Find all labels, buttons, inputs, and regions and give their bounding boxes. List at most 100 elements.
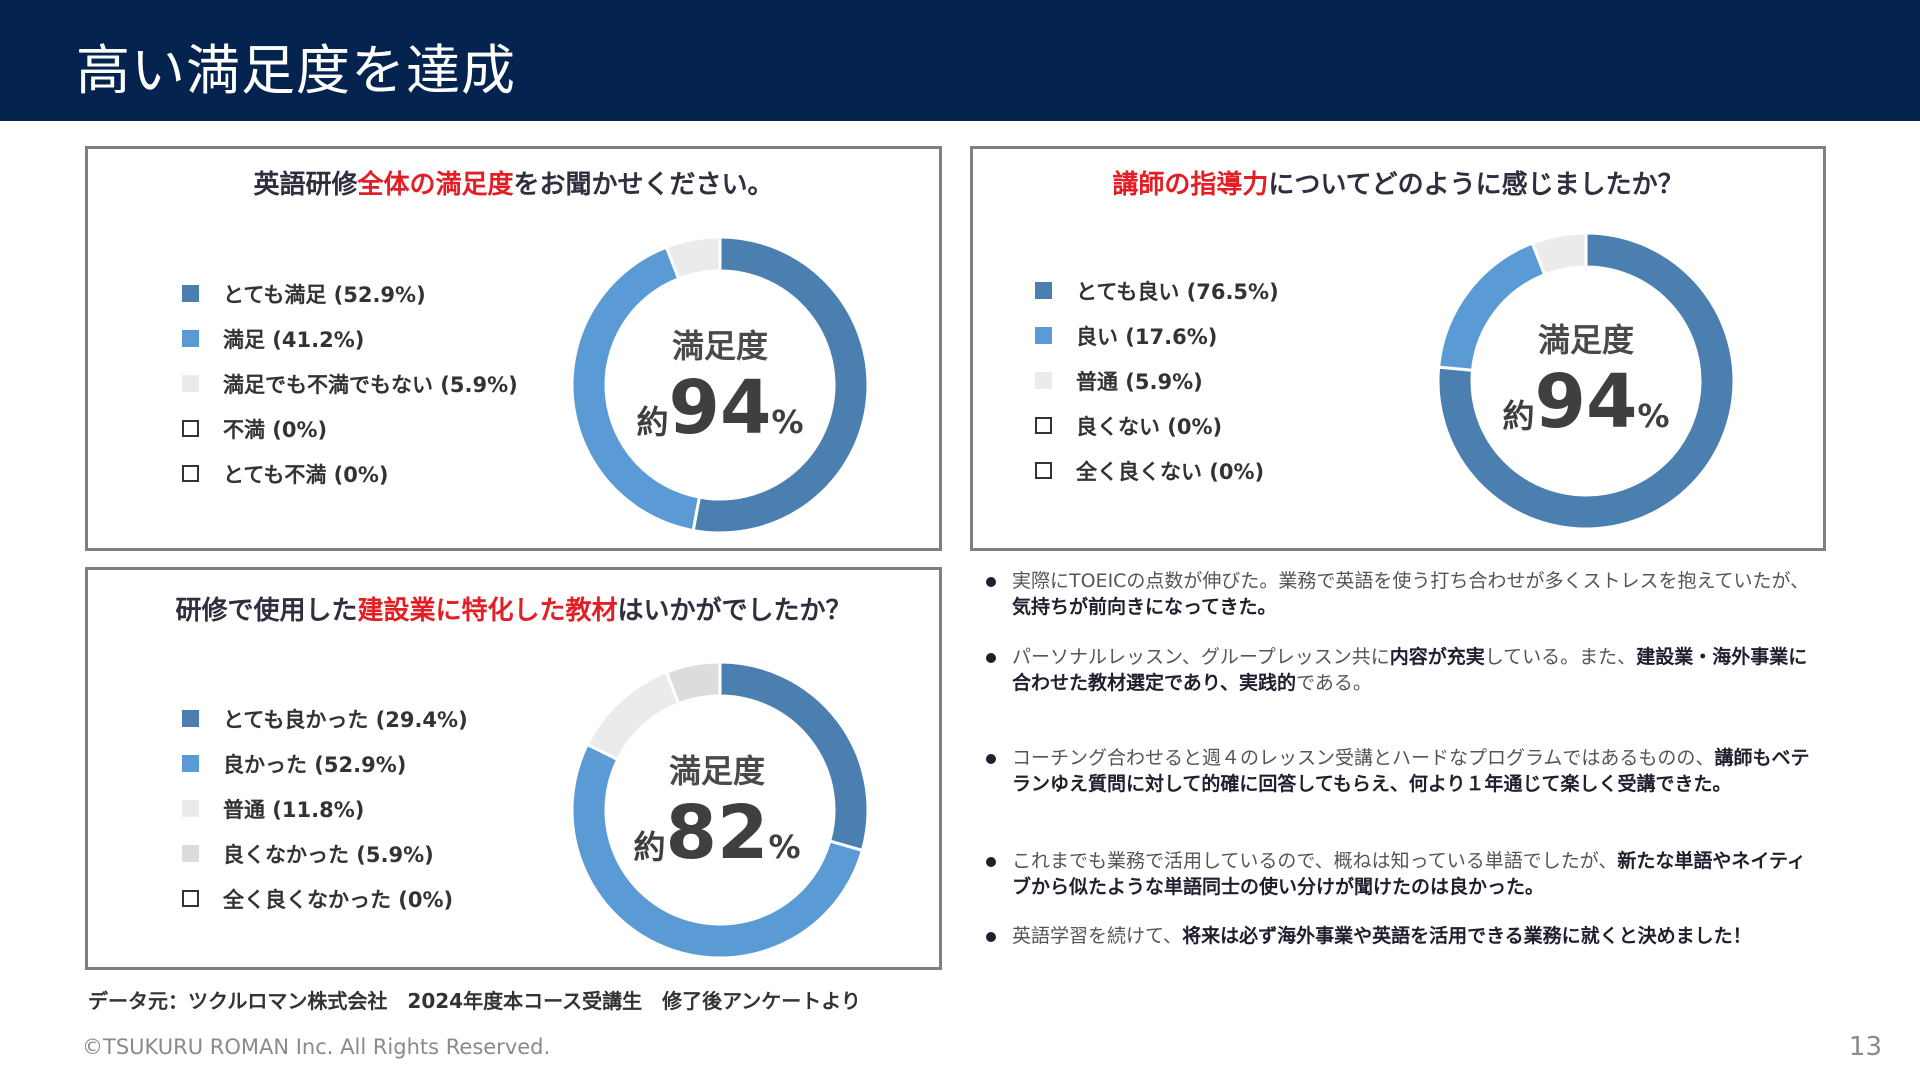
legend-item: 全く良くない (0%) [1035, 448, 1279, 493]
page-number: 13 [1848, 1032, 1882, 1062]
data-source-note: データ元：ツクルロマン株式会社 2024年度本コース受講生 修了後アンケートより [88, 989, 861, 1013]
comment-text: 英語学習を続けて、 [1012, 925, 1183, 947]
donut-slice [664, 235, 722, 281]
legend-item: 全く良くなかった (0%) [182, 876, 468, 921]
donut-chart [570, 235, 870, 535]
chart-legend: とても良かった (29.4%) 良かった (52.9%) 普通 (11.8%) 良くな… [182, 696, 468, 921]
center-title: 満足度 [1537, 321, 1634, 359]
chart-question: 研修で使用した建設業に特化した教材はいかがでしたか？ [88, 590, 939, 627]
center-value: 約82% [633, 790, 801, 876]
legend-swatch [182, 465, 199, 482]
donut-slice [691, 235, 870, 535]
legend-label: とても不満 (0%) [223, 462, 389, 487]
legend-swatch [1035, 372, 1052, 389]
comment-text: パーソナルレッスン、グループレッスン共に [1012, 646, 1390, 668]
chart-question: 英語研修全体の満足度をお聞かせください。 [88, 164, 939, 201]
donut-center-label: 満足度 約94% [1436, 315, 1736, 439]
legend-item: 良かった (52.9%) [182, 741, 468, 786]
title-bar: 高い満足度を達成 [0, 0, 1920, 121]
legend-item: とても良い (76.5%) [1035, 268, 1279, 313]
comment-text: している。また、 [1484, 646, 1637, 668]
chart-question: 講師の指導力についてどのように感じましたか？ [973, 164, 1823, 201]
legend-swatch [182, 755, 199, 772]
legend-item: 満足 (41.2%) [182, 316, 518, 361]
legend-label: 良かった (52.9%) [223, 752, 407, 777]
legend-label: とても満足 (52.9%) [223, 282, 426, 307]
question-highlight: 講師の指導力 [1112, 170, 1269, 200]
legend-swatch [182, 845, 199, 862]
legend-label: 満足でも不満でもない (5.9%) [223, 372, 518, 397]
comment-item: パーソナルレッスン、グループレッスン共に内容が充実している。また、建設業・海外事… [984, 644, 1810, 696]
donut-slice [570, 742, 865, 960]
chart-legend: とても良い (76.5%) 良い (17.6%) 普通 (5.9%) 良くない (0%… [1035, 268, 1279, 493]
legend-swatch [1035, 282, 1052, 299]
legend-label: 良くなかった (5.9%) [223, 842, 434, 867]
legend-swatch [182, 710, 199, 727]
legend-item: とても満足 (52.9%) [182, 271, 518, 316]
legend-item: 良くない (0%) [1035, 403, 1279, 448]
legend-item: 満足でも不満でもない (5.9%) [182, 361, 518, 406]
legend-item: とても不満 (0%) [182, 451, 518, 496]
comment-item: 英語学習を続けて、将来は必ず海外事業や英語を活用できる業務に就くと決めました！ [984, 923, 1810, 949]
donut-chart [1436, 231, 1736, 531]
legend-label: 不満 (0%) [223, 417, 328, 442]
donut-slice [1436, 231, 1736, 531]
legend-item: とても良かった (29.4%) [182, 696, 468, 741]
legend-label: 満足 (41.2%) [223, 327, 365, 352]
legend-swatch [1035, 327, 1052, 344]
chart-panel-overall: 英語研修全体の満足度をお聞かせください。 とても満足 (52.9%) 満足 (41… [85, 146, 942, 551]
legend-swatch [182, 890, 199, 907]
legend-item: 良くなかった (5.9%) [182, 831, 468, 876]
legend-swatch [1035, 462, 1052, 479]
comment-emphasis: 将来は必ず海外事業や英語を活用できる業務に就くと決めました！ [1182, 925, 1752, 947]
comment-text: 実際にTOEICの点数が伸びた。業務で英語を使う打ち合わせが多くストレスを抱えて… [1012, 570, 1810, 592]
question-part: 英語研修 [253, 170, 358, 200]
center-title: 満足度 [671, 327, 768, 365]
comment-emphasis: 新たな単語やネイティブから似たような単語同士の使い分けが聞けたのは良かった。 [1012, 850, 1806, 898]
legend-label: とても良かった (29.4%) [223, 707, 468, 732]
chart-panel-materials: 研修で使用した建設業に特化した教材はいかがでしたか？ とても良かった (29.4… [85, 567, 942, 970]
comment-emphasis: 内容が充実 [1389, 646, 1485, 668]
comment-text: コーチング合わせると週４のレッスン受講とハードなプログラムではあるものの、 [1012, 747, 1715, 769]
donut-center-label: 満足度 約82% [567, 746, 867, 870]
legend-swatch [182, 375, 199, 392]
center-value: 約94% [636, 365, 804, 451]
donut-slice [664, 660, 722, 706]
legend-label: 全く良くない (0%) [1076, 459, 1265, 484]
comment-emphasis: 建設業・海外事業に合わせた教材選定であり、実践的 [1012, 646, 1808, 694]
legend-swatch [182, 285, 199, 302]
question-part: はいかがでしたか？ [617, 596, 852, 626]
comment-item: コーチング合わせると週４のレッスン受講とハードなプログラムではあるものの、講師も… [984, 745, 1810, 797]
donut-chart [570, 660, 870, 960]
legend-swatch [182, 330, 199, 347]
legend-item: 普通 (5.9%) [1035, 358, 1279, 403]
legend-item: 良い (17.6%) [1035, 313, 1279, 358]
question-highlight: 全体の満足度 [357, 170, 514, 200]
question-part: をお聞かせください。 [513, 170, 774, 200]
center-value: 約94% [1502, 359, 1670, 445]
comment-emphasis: 講師もベテランゆえ質問に対して的確に回答してもらえ、何より１年通じて楽しく受講で… [1012, 747, 1810, 795]
chart-panel-instructor: 講師の指導力についてどのように感じましたか？ とても良い (76.5%) 良い (… [970, 146, 1826, 551]
question-highlight: 建設業に特化した教材 [357, 596, 618, 626]
legend-label: 全く良くなかった (0%) [223, 887, 454, 912]
page-title: 高い満足度を達成 [76, 39, 516, 102]
donut-center-label: 満足度 約94% [570, 321, 870, 445]
donut-slice [1530, 231, 1588, 277]
legend-label: とても良い (76.5%) [1076, 279, 1279, 304]
legend-label: 良い (17.6%) [1076, 324, 1218, 349]
question-part: 研修で使用した [175, 596, 358, 626]
legend-label: 普通 (11.8%) [223, 797, 365, 822]
copyright: ©TSUKURU ROMAN Inc. All Rights Reserved. [82, 1035, 551, 1059]
question-part: についてどのように感じましたか？ [1268, 170, 1684, 200]
comment-item: 実際にTOEICの点数が伸びた。業務で英語を使う打ち合わせが多くストレスを抱えて… [984, 568, 1810, 620]
legend-item: 普通 (11.8%) [182, 786, 468, 831]
legend-swatch [1035, 417, 1052, 434]
chart-legend: とても満足 (52.9%) 満足 (41.2%) 満足でも不満でもない (5.9%)… [182, 271, 518, 496]
center-title: 満足度 [668, 752, 765, 790]
comment-text: である。 [1296, 672, 1372, 694]
comment-emphasis: 気持ちが前向きになってきた。 [1012, 596, 1277, 618]
legend-item: 不満 (0%) [182, 406, 518, 451]
legend-label: 普通 (5.9%) [1076, 369, 1203, 394]
comment-item: これまでも業務で活用しているので、概ねは知っている単語でしたが、新たな単語やネイ… [984, 848, 1810, 900]
comment-text: これまでも業務で活用しているので、概ねは知っている単語でしたが、 [1012, 850, 1618, 872]
